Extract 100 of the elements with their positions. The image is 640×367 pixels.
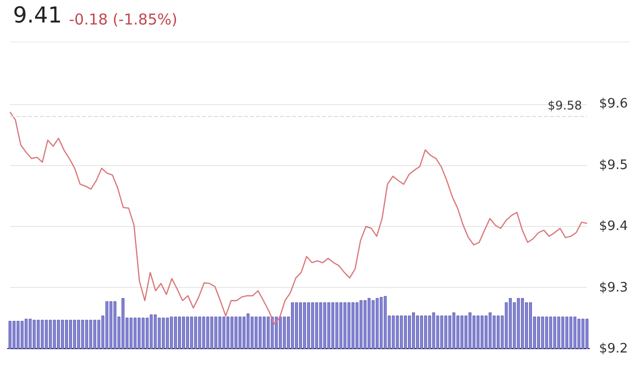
bar (28, 318, 32, 349)
bar (319, 302, 322, 349)
y-tick-label: $9.4 (599, 219, 628, 234)
bar (262, 316, 266, 349)
bar (73, 320, 76, 349)
bar (154, 314, 157, 349)
bar (299, 302, 302, 349)
bar (464, 316, 468, 349)
bar (549, 316, 552, 349)
bar (396, 316, 399, 349)
bar (311, 302, 314, 349)
bar (258, 316, 262, 349)
bar (323, 302, 326, 349)
bar (242, 316, 246, 349)
bar (452, 312, 456, 349)
bar (150, 314, 153, 349)
bar (69, 320, 72, 349)
bar (335, 302, 338, 349)
bar (339, 302, 342, 349)
bar (529, 302, 532, 349)
bar (178, 316, 181, 349)
bar (89, 320, 92, 349)
bar (480, 316, 484, 349)
bar (380, 297, 383, 349)
bar (484, 316, 488, 349)
bar (343, 302, 346, 349)
bar (36, 320, 40, 349)
bar (348, 302, 350, 349)
bar (331, 302, 334, 349)
bar (222, 316, 226, 349)
bar (420, 316, 423, 349)
bar (404, 316, 407, 349)
bar (352, 302, 354, 349)
bar (174, 316, 177, 349)
bar (40, 320, 44, 349)
bar (444, 316, 448, 349)
bar (198, 316, 202, 349)
bar (412, 312, 415, 349)
bar (32, 320, 36, 349)
line-series (9, 111, 588, 324)
bar (327, 302, 330, 349)
bar (468, 312, 472, 349)
ref-line-label: $9.58 (548, 98, 582, 112)
y-tick-label: $9.6 (599, 96, 628, 112)
bar (372, 300, 375, 349)
bar (295, 302, 298, 349)
bar (545, 316, 548, 349)
bar (52, 320, 56, 349)
bar (565, 316, 568, 349)
y-tick-label: $9.2 (599, 342, 628, 356)
bar (16, 320, 20, 349)
bar (525, 302, 528, 349)
bar (512, 302, 516, 349)
bar (537, 316, 540, 349)
bar (496, 316, 500, 349)
bar (57, 320, 60, 349)
bar (488, 312, 492, 349)
bar (146, 318, 149, 349)
bar (282, 316, 286, 349)
bar (541, 316, 544, 349)
bar (573, 316, 576, 349)
bar (105, 301, 108, 349)
bar (315, 302, 318, 349)
bar (114, 301, 116, 349)
bar (516, 298, 520, 349)
bar (384, 296, 387, 349)
bar (48, 320, 52, 349)
bar (508, 298, 512, 349)
bar (553, 316, 556, 349)
bar (226, 316, 230, 349)
bar (170, 316, 173, 349)
bar (291, 302, 294, 349)
bar (428, 316, 432, 349)
bar (182, 316, 185, 349)
bar (254, 316, 258, 349)
bar (206, 316, 210, 349)
bar (202, 316, 206, 349)
bar (97, 320, 100, 349)
bar (440, 316, 444, 349)
y-tick-label: $9.3 (599, 280, 628, 296)
bar (432, 312, 436, 349)
bar (81, 320, 84, 349)
bar (578, 318, 580, 349)
bar (364, 300, 366, 349)
bar (65, 320, 68, 349)
bar (12, 320, 16, 349)
bar (586, 318, 588, 349)
y-tick-label: $9.5 (599, 158, 628, 173)
bar (210, 316, 214, 349)
bar (274, 316, 278, 349)
bar (194, 316, 198, 349)
bar (93, 320, 96, 349)
bar (246, 313, 250, 349)
bar (368, 298, 371, 349)
bar (142, 318, 145, 349)
bar (186, 316, 189, 349)
bar (24, 318, 28, 349)
bar (460, 316, 464, 349)
bar (504, 302, 508, 349)
bar (582, 318, 584, 349)
